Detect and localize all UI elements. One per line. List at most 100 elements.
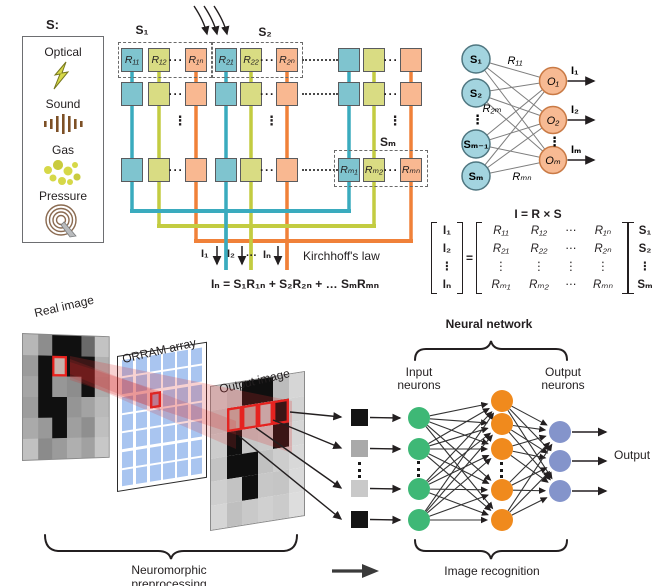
orram-cell (122, 450, 134, 468)
image-pixel (226, 477, 242, 504)
row-ellipsis: ··· (168, 163, 184, 177)
orram-cell (135, 374, 147, 393)
crossbar-cell (400, 82, 422, 106)
row-ellipsis: ··· (168, 87, 184, 101)
image-pixel (226, 501, 242, 528)
image-pixel (211, 455, 227, 483)
orram-cell (122, 413, 134, 432)
orram-cell (177, 459, 189, 478)
image-pixel (226, 405, 242, 433)
image-pixel (257, 472, 273, 499)
image-pixel (95, 356, 109, 378)
current-label-i1: I₁ (201, 248, 209, 260)
orram-cell (122, 468, 134, 487)
image-pixel (211, 503, 227, 530)
real-image-panel (22, 333, 110, 461)
matrix-cell: ⋮ (441, 261, 453, 273)
right-bracket (622, 222, 629, 294)
crossbar-cell (185, 82, 207, 106)
image-pixel (211, 479, 227, 506)
group-label-sm: Sₘ (380, 135, 396, 149)
image-pixel (242, 427, 258, 454)
matrix-cell: Sₘ (637, 279, 653, 291)
image-pixel (95, 436, 109, 458)
image-pixel (273, 422, 289, 449)
matrix-cell: ⋮ (495, 261, 507, 273)
row-ellipsis: ··· (383, 53, 399, 67)
image-pixel (81, 437, 96, 458)
image-pixel (66, 335, 82, 357)
image-pixel (288, 395, 304, 423)
matrix-cell: Iₙ (442, 279, 452, 291)
crossbar-cell (215, 158, 237, 182)
vertical-dots (417, 461, 420, 464)
image-pixel (81, 336, 96, 357)
image-pixel (37, 376, 53, 397)
matrix-cell: ⋮ (639, 261, 651, 273)
sound-waves-icon (23, 113, 103, 135)
image-pixel (257, 400, 273, 428)
orram-cell (149, 409, 161, 427)
image-pixel (211, 432, 227, 459)
matrix-cell: R₁ₙ (594, 225, 612, 237)
neural-network-title: Neural network (445, 317, 533, 331)
matrix-bracket-group: I₁ I₂ ⋮ Iₙ (431, 222, 463, 294)
vertical-dots (417, 474, 420, 477)
column-ellipsis: ⋮ (388, 113, 402, 128)
image-pixel (66, 437, 82, 459)
current-label-i2: I₂ (227, 248, 235, 260)
image-pixel (66, 417, 82, 438)
kirchhoff-law-label: Kirchhoff's law (303, 249, 380, 263)
pixel-square (351, 409, 368, 426)
orram-cell (122, 431, 134, 450)
group-box-s2 (212, 42, 303, 78)
image-pixel (273, 446, 289, 473)
crossbar-cell (276, 82, 298, 106)
orram-cell (190, 384, 202, 402)
crossbar-cell: Rₘ₂ (363, 158, 385, 182)
image-pixel (22, 397, 38, 418)
image-pixel (66, 397, 82, 418)
orram-cell (163, 370, 175, 388)
image-pixel (22, 417, 38, 439)
matrix-cell: Rₘ₁ (491, 279, 511, 291)
matrix-cell: R₂₂ (530, 243, 548, 255)
row-ellipsis: ··· (260, 87, 275, 101)
crossbar-cell (363, 82, 385, 106)
image-pixel (288, 467, 304, 494)
group-gap-dots (302, 169, 338, 171)
group-box-s1 (118, 42, 212, 78)
image-pixel (273, 469, 289, 497)
orram-cell (177, 404, 189, 423)
image-pixel (257, 496, 273, 523)
image-pixel (37, 355, 53, 377)
matrix-column: I₁ I₂ ⋮ Iₙ (437, 222, 457, 294)
image-pixel (288, 419, 304, 447)
image-pixel (288, 491, 304, 518)
row-ellipsis: ··· (260, 53, 275, 67)
crossbar-cell (185, 158, 207, 182)
matrix-cell: ⋮ (533, 261, 545, 273)
orram-cell (163, 425, 175, 443)
matrix-cell: S₁ (638, 225, 652, 237)
gas-dots-icon (23, 157, 103, 187)
image-pixel (81, 356, 96, 377)
matrix-column: S₁ S₂ ⋮ Sₘ (634, 222, 654, 294)
orram-cell (135, 466, 147, 485)
sound-label: Sound (45, 97, 81, 111)
orram-cell (135, 411, 147, 429)
orram-cell (163, 462, 175, 480)
output-neurons-label: Output neurons (541, 365, 585, 392)
image-pixel (95, 416, 109, 438)
matrix-cell: ⋯ (565, 243, 577, 255)
group-gap-dots (302, 93, 338, 95)
orram-cell (149, 445, 161, 464)
image-pixel (66, 376, 82, 397)
matrix-cell: Rₘ₂ (529, 279, 549, 291)
image-pixel (37, 417, 53, 439)
matrix-cell: ⋯ (565, 225, 577, 237)
resistance-matrix: R₁₁ R₁₂ ⋯ R₁ₙ R₂₁ R₂₂ ⋯ R₂ₙ ⋮ ⋮ ⋮ ⋮ Rₘ₁ Rₘ₂ ⋯ Rₘₙ (482, 222, 622, 294)
column-ellipsis: ⋮ (265, 113, 278, 128)
image-pixel (52, 397, 67, 418)
matrix-title: I = R × S (514, 207, 562, 221)
